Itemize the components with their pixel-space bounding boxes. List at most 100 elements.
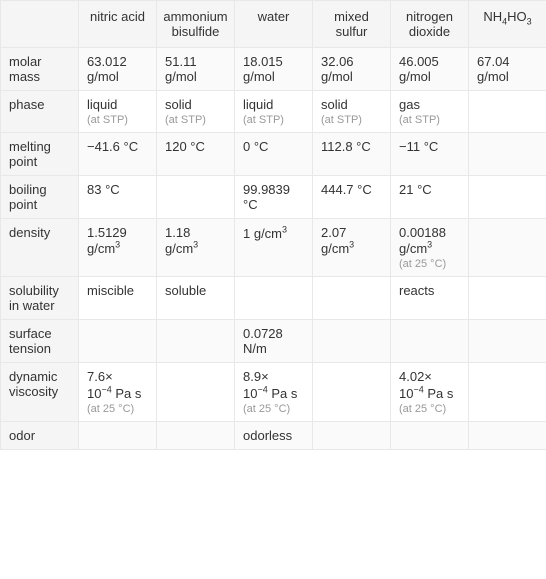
cell: liquid (at STP) bbox=[235, 91, 313, 133]
cell: 83 °C bbox=[79, 176, 157, 219]
cell-note: (at 25 °C) bbox=[399, 258, 460, 270]
cell: 112.8 °C bbox=[313, 133, 391, 176]
table-row: melting point −41.6 °C 120 °C 0 °C 112.8… bbox=[1, 133, 546, 176]
table-row: boiling point 83 °C 99.9839 °C 444.7 °C … bbox=[1, 176, 546, 219]
cell-note: (at 25 °C) bbox=[399, 403, 460, 415]
cell: −11 °C bbox=[391, 133, 469, 176]
cell: 7.6×10−4 Pa s(at 25 °C) bbox=[79, 363, 157, 421]
cell: liquid (at STP) bbox=[79, 91, 157, 133]
cell-main: 2.07 g/cm3 bbox=[321, 225, 354, 256]
col-header-mixed-sulfur: mixed sulfur bbox=[313, 1, 391, 48]
cell-main: liquid bbox=[87, 97, 117, 112]
table-row: density 1.5129 g/cm3 1.18 g/cm3 1 g/cm3 … bbox=[1, 219, 546, 277]
cell: odorless bbox=[235, 421, 313, 449]
cell bbox=[469, 133, 546, 176]
properties-table: nitric acid ammonium bisulfide water mix… bbox=[0, 0, 546, 450]
cell: 4.02×10−4 Pa s (at 25 °C) bbox=[391, 363, 469, 421]
cell: 0.0728 N/m bbox=[235, 320, 313, 363]
cell-note: (at STP) bbox=[243, 114, 304, 126]
cell bbox=[391, 320, 469, 363]
row-label: solubility in water bbox=[1, 277, 79, 320]
cell: 120 °C bbox=[157, 133, 235, 176]
cell: 51.11 g/mol bbox=[157, 48, 235, 91]
cell: 1 g/cm3 bbox=[235, 219, 313, 277]
cell bbox=[157, 421, 235, 449]
col-header-nitrogen-dioxide: nitrogen dioxide bbox=[391, 1, 469, 48]
cell: 8.9×10−4 Pa s (at 25 °C) bbox=[235, 363, 313, 421]
row-label: melting point bbox=[1, 133, 79, 176]
table-row: dynamic viscosity 7.6×10−4 Pa s(at 25 °C… bbox=[1, 363, 546, 421]
cell bbox=[313, 277, 391, 320]
cell bbox=[313, 421, 391, 449]
cell bbox=[469, 219, 546, 277]
cell: −41.6 °C bbox=[79, 133, 157, 176]
cell: 1.5129 g/cm3 bbox=[79, 219, 157, 277]
cell bbox=[469, 277, 546, 320]
cell: 0.00188 g/cm3 (at 25 °C) bbox=[391, 219, 469, 277]
cell bbox=[391, 421, 469, 449]
cell: 46.005 g/mol bbox=[391, 48, 469, 91]
cell bbox=[79, 421, 157, 449]
cell-note: (at STP) bbox=[321, 114, 382, 126]
cell: 99.9839 °C bbox=[235, 176, 313, 219]
cell-main: 1 g/cm3 bbox=[243, 226, 287, 241]
cell-note: (at 25 °C) bbox=[87, 403, 148, 415]
table-row: phase liquid (at STP) solid (at STP) liqui… bbox=[1, 91, 546, 133]
table-row: odor odorless bbox=[1, 421, 546, 449]
cell: 32.06 g/mol bbox=[313, 48, 391, 91]
table-row: solubility in water miscible soluble rea… bbox=[1, 277, 546, 320]
cell-main: 0.00188 g/cm3 bbox=[399, 225, 446, 256]
cell: soluble bbox=[157, 277, 235, 320]
cell-main: 1.18 g/cm3 bbox=[165, 225, 198, 256]
cell-main: 4.02×10−4 Pa s bbox=[399, 369, 453, 400]
row-label: boiling point bbox=[1, 176, 79, 219]
cell: solid (at STP) bbox=[157, 91, 235, 133]
cell bbox=[469, 91, 546, 133]
cell-note: (at STP) bbox=[165, 114, 226, 126]
col-header-water: water bbox=[235, 1, 313, 48]
cell-main: solid bbox=[321, 97, 348, 112]
col-header-nitric-acid: nitric acid bbox=[79, 1, 157, 48]
row-label: surface tension bbox=[1, 320, 79, 363]
cell-note: (at 25 °C) bbox=[243, 403, 304, 415]
table-row: molar mass 63.012 g/mol 51.11 g/mol 18.0… bbox=[1, 48, 546, 91]
cell: 1.18 g/cm3 bbox=[157, 219, 235, 277]
cell bbox=[157, 363, 235, 421]
cell bbox=[79, 320, 157, 363]
cell-main: liquid bbox=[243, 97, 273, 112]
cell bbox=[313, 363, 391, 421]
table-body: molar mass 63.012 g/mol 51.11 g/mol 18.0… bbox=[1, 48, 546, 450]
cell: 18.015 g/mol bbox=[235, 48, 313, 91]
col-header-nh4ho3: NH4HO3 bbox=[469, 1, 546, 48]
cell bbox=[157, 176, 235, 219]
cell: 2.07 g/cm3 bbox=[313, 219, 391, 277]
cell-main: 8.9×10−4 Pa s bbox=[243, 369, 297, 400]
cell: gas (at STP) bbox=[391, 91, 469, 133]
cell: 63.012 g/mol bbox=[79, 48, 157, 91]
row-label: dynamic viscosity bbox=[1, 363, 79, 421]
row-label: molar mass bbox=[1, 48, 79, 91]
cell-note: (at STP) bbox=[399, 114, 460, 126]
table-header-row: nitric acid ammonium bisulfide water mix… bbox=[1, 1, 546, 48]
cell: solid (at STP) bbox=[313, 91, 391, 133]
row-label: phase bbox=[1, 91, 79, 133]
cell bbox=[469, 320, 546, 363]
cell: reacts bbox=[391, 277, 469, 320]
cell bbox=[157, 320, 235, 363]
cell bbox=[469, 421, 546, 449]
table-row: surface tension 0.0728 N/m bbox=[1, 320, 546, 363]
cell: 0 °C bbox=[235, 133, 313, 176]
col-header-ammonium-bisulfide: ammonium bisulfide bbox=[157, 1, 235, 48]
cell bbox=[235, 277, 313, 320]
cell: 444.7 °C bbox=[313, 176, 391, 219]
cell-note: (at STP) bbox=[87, 114, 148, 126]
cell-main: gas bbox=[399, 97, 420, 112]
row-label: density bbox=[1, 219, 79, 277]
cell-main: solid bbox=[165, 97, 192, 112]
cell bbox=[469, 363, 546, 421]
cell: 67.04 g/mol bbox=[469, 48, 546, 91]
cell bbox=[469, 176, 546, 219]
cell-main: 1.5129 g/cm3 bbox=[87, 225, 127, 256]
cell: 21 °C bbox=[391, 176, 469, 219]
col-header-empty bbox=[1, 1, 79, 48]
